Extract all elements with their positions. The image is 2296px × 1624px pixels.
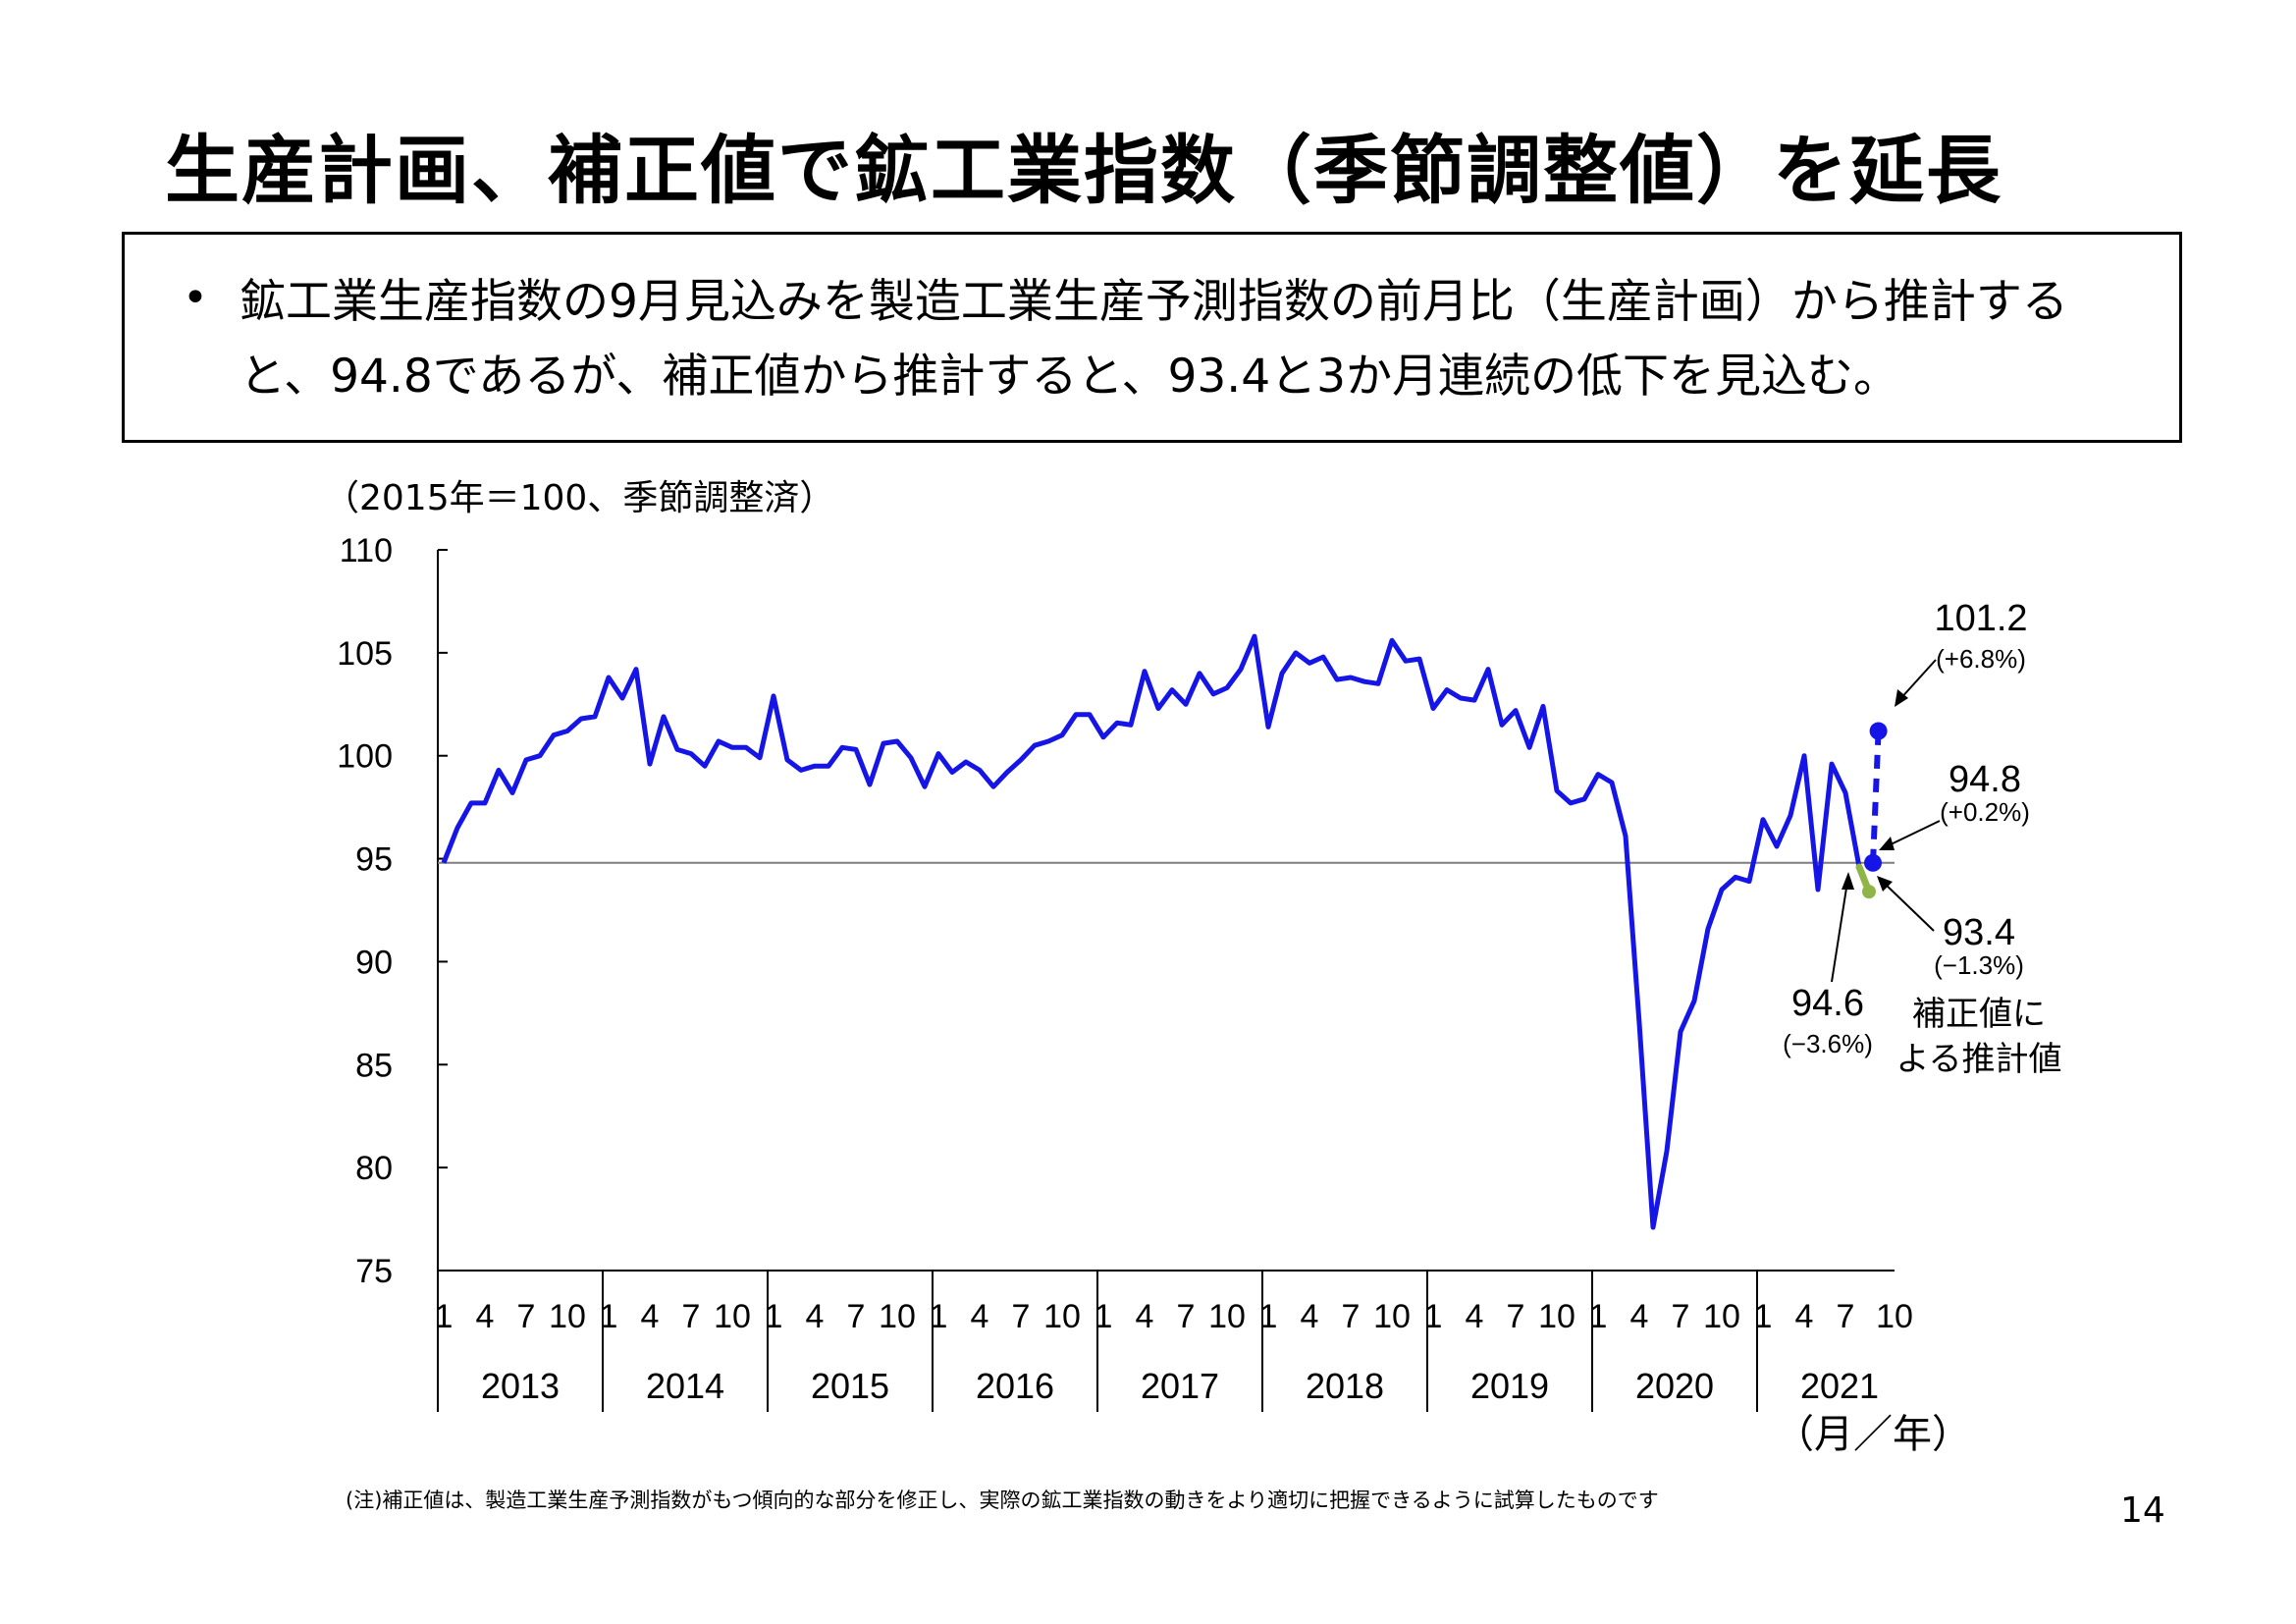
annotation-arrowhead-94-8 <box>1879 837 1895 850</box>
x-month-tick-label: 1 <box>765 1298 783 1335</box>
annotation-arrow-94-8 <box>1886 820 1941 847</box>
y-tick-label: 100 <box>337 738 393 776</box>
annotation-change-94-8: (+0.2%) <box>1940 797 2030 827</box>
x-year-label: 2018 <box>1306 1366 1384 1406</box>
x-month-tick-label: 1 <box>930 1298 948 1335</box>
annotation-value-101-2: 101.2 <box>1934 598 2027 639</box>
x-month-tick-label: 7 <box>1342 1298 1361 1335</box>
annotation-layer: 101.2 (+6.8%) 94.8(+0.2%) 93.4(−1.3%) 補正値による… <box>1783 598 2061 1078</box>
x-month-tick-label: 1 <box>1424 1298 1443 1335</box>
x-month-tick-label: 7 <box>1012 1298 1031 1335</box>
plan-point-october <box>1869 722 1888 740</box>
x-month-tick-label: 10 <box>1538 1298 1575 1335</box>
annotation-value-93-4: 93.4 <box>1943 912 2015 953</box>
x-month-tick-label: 10 <box>1373 1298 1411 1335</box>
annotation-change-94-6: (−3.6%) <box>1783 1029 1873 1058</box>
page-number: 14 <box>2120 1490 2165 1531</box>
annotation-value-94-8: 94.8 <box>1949 759 2021 800</box>
plan-projection-line <box>1870 731 1882 863</box>
annotation-arrowhead-101-2 <box>1895 689 1908 707</box>
x-month-tick-label: 1 <box>435 1298 454 1335</box>
x-year-label: 2016 <box>976 1366 1054 1406</box>
x-month-tick-label: 1 <box>1589 1298 1608 1335</box>
x-month-tick-label: 4 <box>1795 1298 1814 1335</box>
plan-point-september <box>1864 853 1882 872</box>
x-month-tick-label: 10 <box>1703 1298 1740 1335</box>
annotation-note-line1: 補正値に <box>1912 996 2046 1033</box>
annotation-note-line2: よる推計値 <box>1896 1041 2062 1078</box>
x-month-tick-label: 10 <box>879 1298 916 1335</box>
x-month-tick-label: 1 <box>600 1298 618 1335</box>
x-month-tick-label: 4 <box>1466 1298 1484 1335</box>
series-line-main <box>441 633 1862 1230</box>
summary-text: 鉱工業生産指数の9月見込みを製造工業生産予測指数の前月比（生産計画）から推計する… <box>240 275 2068 404</box>
x-year-label: 2021 <box>1800 1366 1879 1406</box>
x-year-label: 2020 <box>1635 1366 1714 1406</box>
x-month-tick-label: 10 <box>1208 1298 1246 1335</box>
x-month-tick-label: 4 <box>476 1298 495 1335</box>
y-tick-label: 110 <box>340 532 393 569</box>
x-axis-unit-label: （月／年） <box>1775 1412 1971 1457</box>
x-month-tick-label: 7 <box>1837 1298 1855 1335</box>
x-month-tick-label: 10 <box>549 1298 586 1335</box>
x-month-tick-label: 10 <box>1043 1298 1081 1335</box>
annotation-arrowhead-94-6 <box>1842 872 1854 890</box>
y-tick-label: 105 <box>337 635 393 673</box>
series-layer <box>441 633 1888 1230</box>
x-month-tick-label: 10 <box>1876 1298 1913 1335</box>
y-tick-label: 85 <box>355 1047 393 1084</box>
x-month-tick-label: 7 <box>517 1298 536 1335</box>
page-title: 生産計画、補正値で鉱工業指数（季節調整値）を延長 <box>165 127 2002 214</box>
x-month-tick-label: 4 <box>1630 1298 1649 1335</box>
x-month-tick-label: 4 <box>806 1298 825 1335</box>
x-month-tick-label: 1 <box>1754 1298 1773 1335</box>
annotation-value-94-6: 94.6 <box>1791 983 1864 1024</box>
annotation-change-93-4: (−1.3%) <box>1934 950 2024 980</box>
x-year-label: 2014 <box>646 1366 724 1406</box>
x-month-tick-label: 4 <box>641 1298 660 1335</box>
annotation-arrow-94-6 <box>1831 881 1848 983</box>
x-month-tick-label: 4 <box>1301 1298 1319 1335</box>
x-month-tick-label: 4 <box>971 1298 989 1335</box>
x-month-tick-label: 7 <box>1177 1298 1196 1335</box>
annotation-arrow-101-2 <box>1897 659 1937 702</box>
y-tick-label: 90 <box>355 944 393 981</box>
x-month-tick-label: 7 <box>682 1298 701 1335</box>
x-month-tick-label: 10 <box>714 1298 751 1335</box>
x-year-label: 2017 <box>1141 1366 1219 1406</box>
x-month-tick-label: 1 <box>1259 1298 1278 1335</box>
annotation-arrow-93-4 <box>1882 881 1935 932</box>
x-month-tick-label: 1 <box>1095 1298 1113 1335</box>
y-tick-label: 95 <box>355 841 393 879</box>
summary-box <box>122 232 2182 443</box>
footnote: (注)補正値は、製造工業生産予測指数がもつ傾向的な部分を修正し、実際の鉱工業指数… <box>346 1489 1659 1512</box>
x-year-label: 2015 <box>811 1366 889 1406</box>
x-month-tick-label: 7 <box>1672 1298 1690 1335</box>
x-month-tick-label: 7 <box>1507 1298 1525 1335</box>
x-month-tick-label: 4 <box>1136 1298 1154 1335</box>
annotation-change-101-2: (+6.8%) <box>1936 644 2026 674</box>
y-tick-label: 75 <box>355 1253 393 1290</box>
x-year-label: 2019 <box>1470 1366 1549 1406</box>
bullet-marker: • <box>183 273 208 323</box>
y-axis-unit-label: （2015年＝100、季節調整済） <box>324 478 835 518</box>
x-year-label: 2013 <box>481 1366 560 1406</box>
x-month-tick-label: 7 <box>847 1298 866 1335</box>
annotation-arrowhead-93-4 <box>1877 876 1893 892</box>
y-tick-label: 80 <box>355 1150 393 1187</box>
correction-point <box>1862 885 1876 899</box>
